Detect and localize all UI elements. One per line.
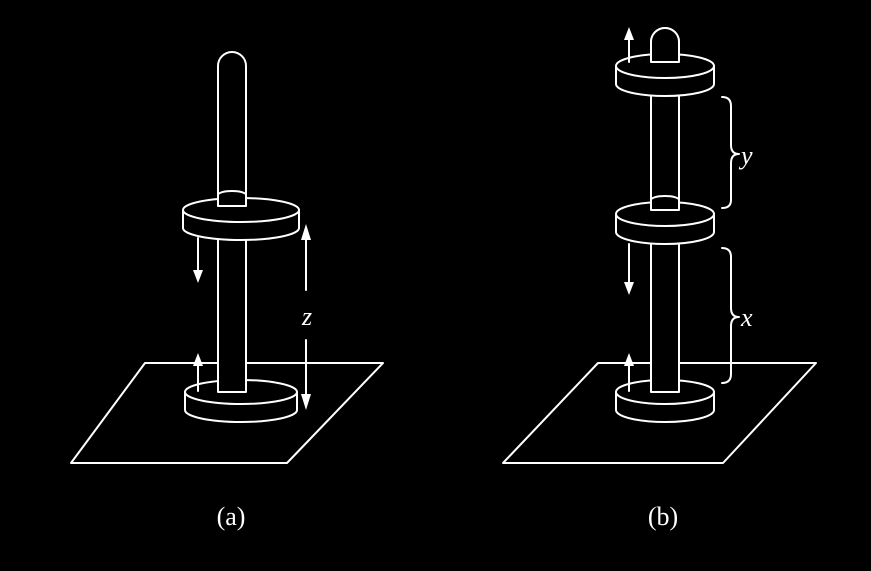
panel-a: z (a) — [70, 51, 384, 531]
y-label: y — [738, 141, 753, 170]
sliding-disk-a — [182, 190, 300, 241]
x-brace — [721, 247, 740, 384]
base-plate-b — [502, 362, 817, 464]
down-arrow-a — [193, 237, 203, 283]
down-arrow-b — [624, 243, 634, 295]
y-brace — [721, 96, 740, 209]
base-plate-a — [70, 362, 384, 464]
top-disk-b — [615, 27, 715, 97]
caption-a: (a) — [217, 502, 246, 531]
up-arrow-bottom-b — [624, 353, 634, 392]
z-dimension-arrow — [301, 224, 311, 410]
up-arrow-top-b — [624, 27, 634, 63]
middle-disk-b — [615, 195, 715, 245]
x-label: x — [740, 303, 753, 332]
z-label: z — [301, 302, 312, 331]
up-arrow-a — [193, 353, 203, 392]
caption-b: (b) — [648, 502, 678, 531]
panel-b: y x (b) — [502, 27, 817, 531]
